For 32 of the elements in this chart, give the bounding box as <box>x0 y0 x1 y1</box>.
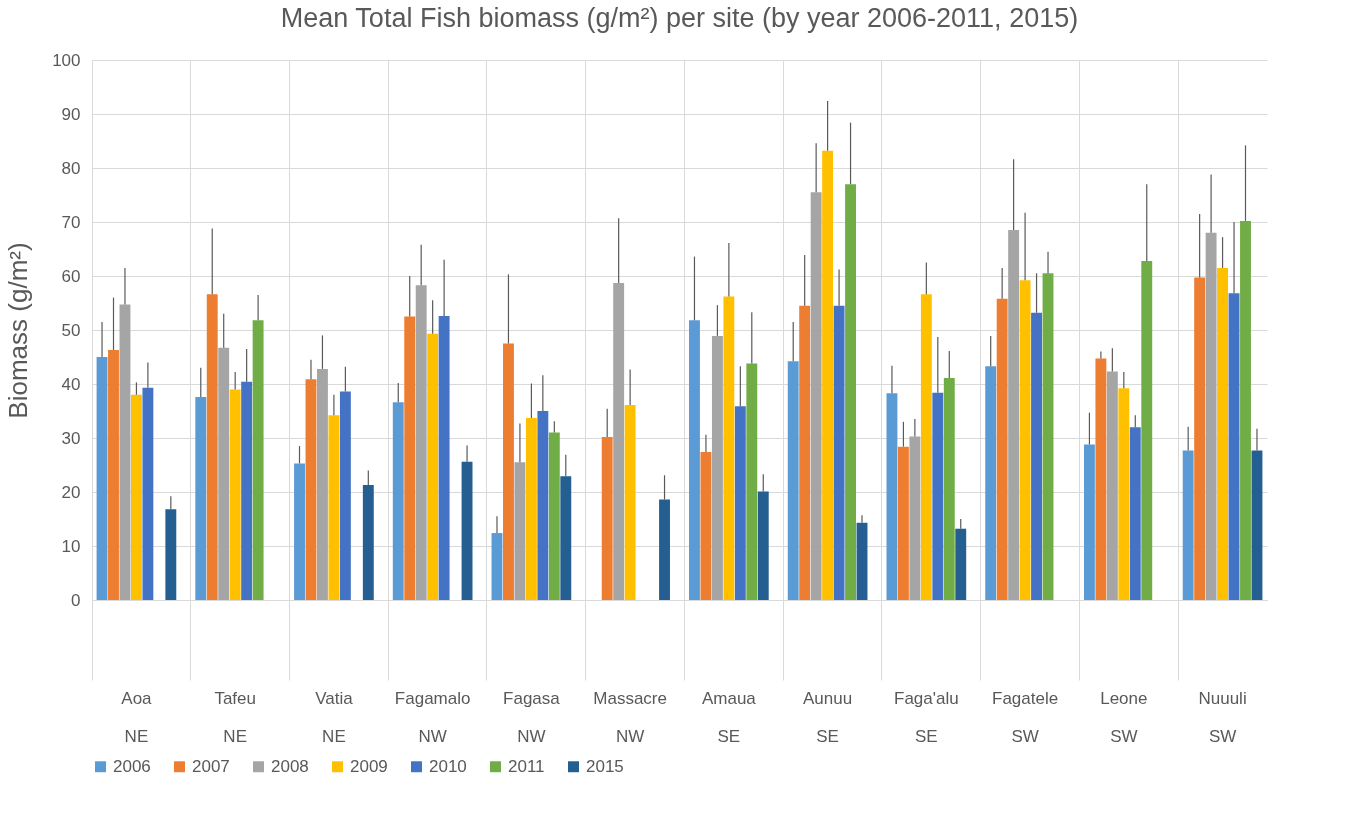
y-tick-label: 30 <box>61 428 81 448</box>
y-tick-label: 20 <box>61 482 81 502</box>
x-tick-label: Amaua SE <box>701 688 757 746</box>
x-tick-label: Massacre NW <box>593 688 667 746</box>
y-tick-label: 40 <box>61 374 81 394</box>
y-tick-label: 60 <box>61 266 81 286</box>
x-tick-label: Tafeu NE <box>214 688 256 746</box>
chart-title: Mean Total Fish biomass (g/m²) per site (by year 2006-2011, 2015) <box>280 3 1079 33</box>
x-tick-label: Faga'alu SE <box>894 688 959 746</box>
x-tick-label: Fagasa NW <box>503 688 561 746</box>
y-tick-label: 80 <box>61 158 81 178</box>
legend-label: 2011 <box>508 756 545 776</box>
y-tick-label: 10 <box>61 536 81 556</box>
y-tick-label: 90 <box>61 104 81 124</box>
x-tick-label: Vatia NE <box>315 688 354 746</box>
y-tick-label: 50 <box>61 320 81 340</box>
legend-label: 2007 <box>192 756 230 776</box>
legend-label: 2015 <box>586 756 624 776</box>
x-tick-label: Leone SW <box>1100 688 1148 746</box>
x-tick-label: Aunuu SE <box>803 688 853 746</box>
x-tick-label: Fagatele SW <box>992 688 1059 746</box>
x-tick-label: Aoa NE <box>121 688 153 746</box>
x-tick-label: Fagamalo NW <box>394 688 471 746</box>
y-tick-label: 100 <box>52 50 81 70</box>
legend-label: 2010 <box>429 756 467 776</box>
y-tick-label: 0 <box>71 590 81 610</box>
legend-label: 2008 <box>271 756 309 776</box>
x-tick-label: Nuuuli SW <box>1198 688 1247 746</box>
y-tick-label: 70 <box>61 212 81 232</box>
y-axis-title: Biomass (g/m²) <box>3 242 34 419</box>
legend-label: 2006 <box>113 756 151 776</box>
legend-label: 2009 <box>350 756 388 776</box>
